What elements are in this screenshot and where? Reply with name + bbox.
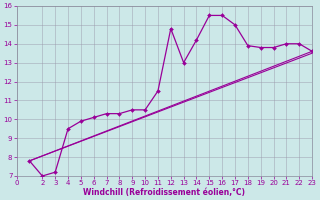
X-axis label: Windchill (Refroidissement éolien,°C): Windchill (Refroidissement éolien,°C)	[84, 188, 245, 197]
